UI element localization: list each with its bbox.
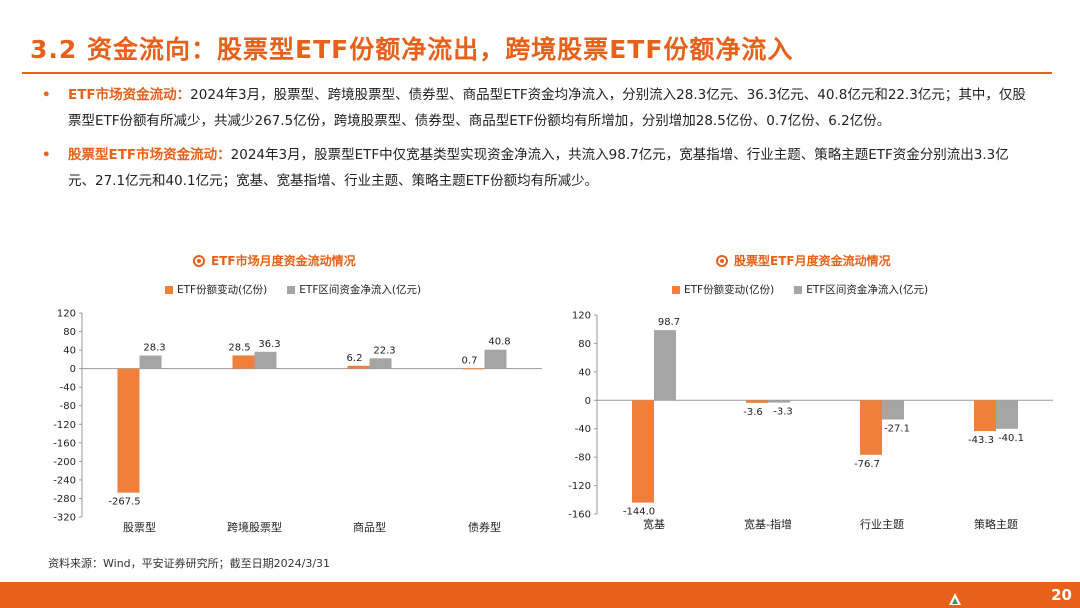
source-note: 资料来源：Wind，平安证券研究所；截至日期2024/3/31 <box>48 557 331 570</box>
y-tick-label: -320 <box>53 513 76 524</box>
data-label: 0.7 <box>462 355 478 366</box>
bar-net-flow <box>254 351 277 369</box>
x-category-label: 跨境股票型 <box>227 520 282 534</box>
x-category-label: 债券型 <box>468 520 501 534</box>
bar-share-change <box>117 368 140 493</box>
footer-bar <box>0 582 1080 608</box>
data-label: -76.7 <box>854 459 880 470</box>
x-category-label: 股票型 <box>123 520 156 534</box>
page-number: 20 <box>1051 586 1072 604</box>
bullet-stock-etf: • 股票型ETF市场资金流动：2024年3月，股票型ETF中仅宽基类型实现资金净… <box>42 142 1032 194</box>
legend-item-flow: ETF区间资金净流入(亿元) <box>287 282 421 297</box>
target-icon <box>193 254 205 267</box>
data-label: -144.0 <box>623 507 655 518</box>
left-chart-title-text: ETF市场月度资金流动情况 <box>211 254 356 268</box>
y-tick-label: 0 <box>70 364 76 375</box>
bullet-text: 2024年3月，股票型ETF中仅宽基类型实现资金净流入，共流入98.7亿元，宽基… <box>68 147 1009 189</box>
logo-icon <box>949 593 961 605</box>
data-label: -267.5 <box>108 497 140 508</box>
legend-item-flow: ETF区间资金净流入(亿元) <box>794 282 928 297</box>
data-label: -27.1 <box>884 424 910 435</box>
y-tick-label: 40 <box>578 367 591 378</box>
bullet-lead: ETF市场资金流动： <box>68 87 191 103</box>
right-chart-title: 股票型ETF月度资金流动情况 <box>716 252 891 269</box>
bar-net-flow <box>996 400 1018 429</box>
y-tick-label: 120 <box>572 311 591 322</box>
y-tick-label: 80 <box>63 327 76 338</box>
legend-item-share: ETF份额变动(亿份) <box>672 282 774 297</box>
data-label: 6.2 <box>347 353 363 364</box>
bar-share-change <box>347 365 370 369</box>
y-tick-label: -40 <box>575 424 591 435</box>
y-tick-label: 0 <box>585 396 591 407</box>
data-label: -3.6 <box>743 407 763 418</box>
bar-share-change <box>232 355 255 369</box>
bar-share-change <box>746 400 768 403</box>
y-tick-label: -80 <box>60 401 76 412</box>
summary-bullets: • ETF市场资金流动：2024年3月，股票型、跨境股票型、债券型、商品型ETF… <box>42 82 1032 202</box>
bar-share-change <box>632 400 654 503</box>
bar-net-flow <box>882 400 904 420</box>
data-label: 36.3 <box>258 339 280 350</box>
bullet-etf-market: • ETF市场资金流动：2024年3月，股票型、跨境股票型、债券型、商品型ETF… <box>42 82 1032 134</box>
x-category-label: 宽基-指增 <box>744 517 792 531</box>
bar-share-change <box>860 400 882 455</box>
x-category-label: 策略主题 <box>974 517 1018 531</box>
y-tick-label: -40 <box>60 383 76 394</box>
data-label: 40.8 <box>488 337 510 348</box>
y-tick-label: 80 <box>578 339 591 350</box>
title-divider <box>22 72 1052 74</box>
y-tick-label: -80 <box>575 453 591 464</box>
bar-share-change <box>974 400 996 432</box>
y-tick-label: -200 <box>53 457 76 468</box>
data-label: 98.7 <box>658 317 680 328</box>
y-tick-label: -160 <box>568 510 591 521</box>
left-chart-title: ETF市场月度资金流动情况 <box>193 252 356 269</box>
legend-item-share: ETF份额变动(亿份) <box>165 282 267 297</box>
legend-label: ETF份额变动(亿份) <box>177 284 268 296</box>
data-label: 22.3 <box>373 345 395 356</box>
y-tick-label: 40 <box>63 346 76 357</box>
x-category-label: 商品型 <box>353 520 386 534</box>
y-tick-label: -120 <box>568 481 591 492</box>
data-label: -3.3 <box>773 407 793 418</box>
y-tick-label: -280 <box>53 494 76 505</box>
bar-net-flow <box>484 349 507 369</box>
y-tick-label: -120 <box>53 420 76 431</box>
right-chart-title-text: 股票型ETF月度资金流动情况 <box>734 254 891 268</box>
bar-net-flow <box>369 358 392 369</box>
target-icon <box>716 254 728 267</box>
bullet-dot-icon: • <box>42 147 51 163</box>
bar-share-change <box>462 368 485 370</box>
legend-label: ETF区间资金净流入(亿元) <box>299 284 422 296</box>
bar-net-flow <box>768 400 790 403</box>
legend-swatch-orange <box>165 286 173 294</box>
page-title: 3.2 资金流向：股票型ETF份额净流出，跨境股票ETF份额净流入 <box>30 35 794 64</box>
left-chart-legend: ETF份额变动(亿份) ETF区间资金净流入(亿元) <box>165 282 421 297</box>
data-label: 28.5 <box>228 342 250 353</box>
bar-net-flow <box>654 330 676 401</box>
right-chart-legend: ETF份额变动(亿份) ETF区间资金净流入(亿元) <box>672 282 928 297</box>
bullet-text: 2024年3月，股票型、跨境股票型、债券型、商品型ETF资金均净流入，分别流入2… <box>68 87 1026 129</box>
bullet-lead: 股票型ETF市场资金流动： <box>68 147 231 163</box>
y-tick-label: -160 <box>53 438 76 449</box>
legend-swatch-gray <box>794 286 803 294</box>
legend-label: ETF份额变动(亿份) <box>684 284 775 296</box>
y-tick-label: -240 <box>53 475 76 486</box>
legend-label: ETF区间资金净流入(亿元) <box>806 284 929 296</box>
data-label: -40.1 <box>998 433 1024 444</box>
legend-swatch-orange <box>672 286 680 294</box>
x-category-label: 宽基 <box>643 517 665 531</box>
data-label: 28.3 <box>143 343 165 354</box>
y-tick-label: 120 <box>57 309 76 320</box>
legend-swatch-gray <box>287 286 296 294</box>
bullet-dot-icon: • <box>42 87 51 103</box>
x-category-label: 行业主题 <box>860 518 904 531</box>
bar-net-flow <box>139 355 162 369</box>
data-label: -43.3 <box>968 435 994 446</box>
